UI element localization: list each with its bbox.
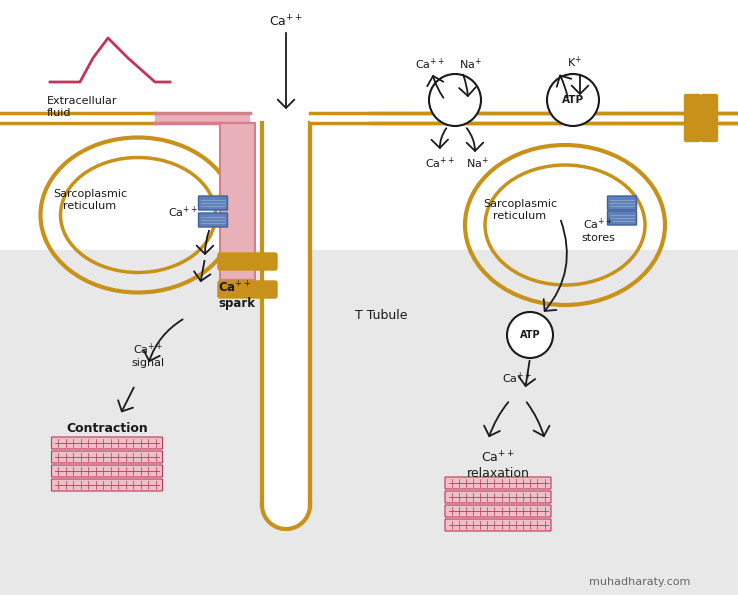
- Circle shape: [507, 312, 553, 358]
- Bar: [0, 113, 155, 124]
- FancyBboxPatch shape: [199, 213, 227, 227]
- Bar: [155, 113, 250, 124]
- Text: Ca$^{++}$: Ca$^{++}$: [168, 204, 199, 220]
- FancyBboxPatch shape: [445, 477, 551, 489]
- Text: Ca$^{++}$
signal: Ca$^{++}$ signal: [131, 342, 165, 368]
- Text: muhadharaty.com: muhadharaty.com: [590, 577, 691, 587]
- Bar: [220, 123, 255, 280]
- Text: Ca$^{++}$
spark: Ca$^{++}$ spark: [218, 280, 255, 310]
- Circle shape: [547, 74, 599, 126]
- Text: Ca$^{++}$: Ca$^{++}$: [415, 57, 445, 71]
- FancyBboxPatch shape: [702, 95, 717, 142]
- FancyBboxPatch shape: [52, 479, 162, 491]
- Bar: [370, 113, 738, 124]
- Bar: [263, 123, 309, 505]
- Text: Ca$^{++}$
relaxation: Ca$^{++}$ relaxation: [466, 450, 529, 480]
- Text: Ca$^{++}$: Ca$^{++}$: [425, 155, 455, 171]
- Text: Sarcoplasmic
reticulum: Sarcoplasmic reticulum: [53, 189, 127, 211]
- Text: Contraction: Contraction: [66, 421, 148, 434]
- Bar: [310, 113, 738, 124]
- Text: Extracellular
fluid: Extracellular fluid: [47, 96, 117, 118]
- Text: K$^{+}$: K$^{+}$: [568, 54, 582, 70]
- Text: Sarcoplasmic
reticulum: Sarcoplasmic reticulum: [483, 199, 557, 221]
- Bar: [0, 0, 738, 250]
- FancyBboxPatch shape: [199, 196, 227, 210]
- FancyBboxPatch shape: [445, 491, 551, 503]
- FancyBboxPatch shape: [607, 211, 636, 225]
- Bar: [686, 96, 716, 140]
- FancyBboxPatch shape: [685, 95, 700, 142]
- FancyBboxPatch shape: [445, 505, 551, 517]
- FancyBboxPatch shape: [52, 437, 162, 449]
- FancyBboxPatch shape: [607, 196, 636, 210]
- FancyBboxPatch shape: [445, 519, 551, 531]
- Text: ATP: ATP: [520, 330, 540, 340]
- FancyBboxPatch shape: [52, 451, 162, 463]
- FancyBboxPatch shape: [218, 281, 277, 298]
- Text: Ca$^{++}$: Ca$^{++}$: [269, 14, 303, 30]
- Circle shape: [429, 74, 481, 126]
- Bar: [0, 250, 738, 595]
- Text: ATP: ATP: [562, 95, 584, 105]
- Text: T Tubule: T Tubule: [355, 308, 407, 321]
- Text: Na$^{+}$: Na$^{+}$: [458, 57, 481, 71]
- Text: Ca$^{++}$: Ca$^{++}$: [502, 370, 532, 386]
- Text: Na$^{+}$: Na$^{+}$: [466, 155, 489, 171]
- FancyBboxPatch shape: [52, 465, 162, 477]
- Text: Ca$^{++}$
stores: Ca$^{++}$ stores: [581, 217, 615, 243]
- FancyBboxPatch shape: [218, 253, 277, 270]
